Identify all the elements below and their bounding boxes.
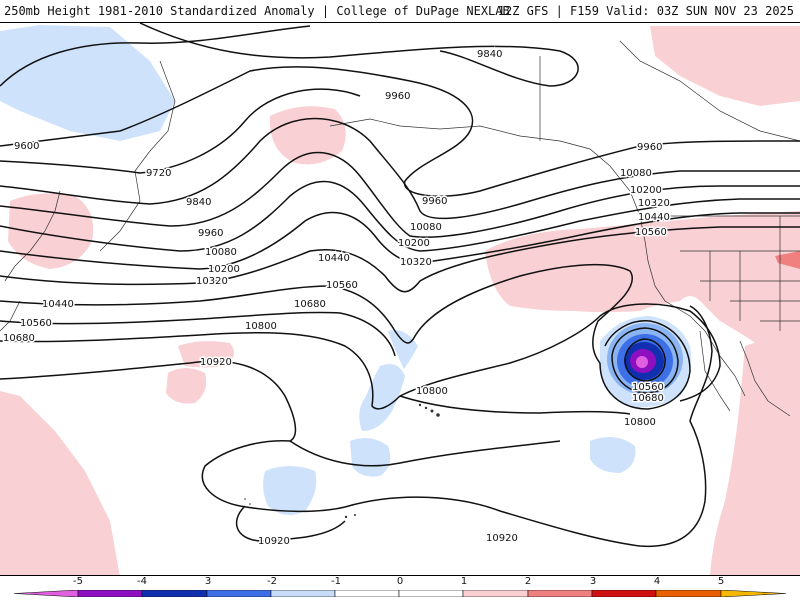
legend-tick: 2 bbox=[525, 576, 531, 587]
contour-label: 10200 bbox=[398, 238, 430, 249]
contour-label: 9960 bbox=[198, 228, 223, 239]
colorbar-segment bbox=[592, 590, 656, 597]
contour-label: 10440 bbox=[318, 253, 350, 264]
colorbar-segment bbox=[463, 590, 528, 597]
contour-label: 9960 bbox=[422, 196, 447, 207]
contour-label: 10080 bbox=[620, 168, 652, 179]
contour-label: 10560 bbox=[632, 382, 664, 393]
colorbar bbox=[14, 590, 786, 597]
contour-label: 9720 bbox=[146, 168, 171, 179]
legend-tick: -4 bbox=[137, 576, 147, 587]
contour-label: 10680 bbox=[632, 393, 664, 404]
legend-tick: -2 bbox=[267, 576, 277, 587]
anomaly-colorbar-legend: -5 -4 3 -2 -1 0 1 2 3 4 5 bbox=[0, 576, 800, 600]
contour-label: 9840 bbox=[186, 197, 211, 208]
contour-label: 9960 bbox=[637, 142, 662, 153]
contour-label: 10920 bbox=[258, 536, 290, 547]
contour-label: 10800 bbox=[416, 386, 448, 397]
colorbar-segment bbox=[335, 590, 399, 597]
legend-tick: 5 bbox=[718, 576, 724, 587]
colorbar-segment bbox=[656, 590, 721, 597]
colorbar-segment bbox=[271, 590, 335, 597]
legend-tick: -5 bbox=[73, 576, 83, 587]
colorbar-segment bbox=[399, 590, 463, 597]
contour-label: 10200 bbox=[208, 264, 240, 275]
colorbar-segment bbox=[78, 590, 142, 597]
legend-tick: -1 bbox=[331, 576, 341, 587]
colorbar-segment bbox=[528, 590, 592, 597]
contour-label: 10560 bbox=[20, 318, 52, 329]
contour-label: 10440 bbox=[42, 299, 74, 310]
contour-label: 10920 bbox=[486, 533, 518, 544]
contour-label: 10680 bbox=[294, 299, 326, 310]
contour-label: 9840 bbox=[477, 49, 502, 60]
contour-label: 10560 bbox=[326, 280, 358, 291]
contour-label: 10200 bbox=[630, 185, 662, 196]
legend-tick: 1 bbox=[461, 576, 467, 587]
contour-label: 10080 bbox=[410, 222, 442, 233]
contour-label: 10080 bbox=[205, 247, 237, 258]
legend-tick: 3 bbox=[205, 576, 211, 587]
contour-label: 10320 bbox=[400, 257, 432, 268]
legend-tick: 4 bbox=[654, 576, 660, 587]
colorbar-segment bbox=[207, 590, 271, 597]
contour-label: 10800 bbox=[245, 321, 277, 332]
legend-tick: 0 bbox=[397, 576, 403, 587]
contour-label: 10560 bbox=[635, 227, 667, 238]
weather-map: 9840 9960 9600 9720 9840 9960 10080 1020… bbox=[0, 22, 800, 576]
map-title: 250mb Height 1981-2010 Standardized Anom… bbox=[4, 4, 510, 18]
colorbar-segment bbox=[142, 590, 207, 597]
contour-label: 9600 bbox=[14, 141, 39, 152]
colorbar-segment bbox=[721, 590, 786, 597]
colorbar-segment bbox=[14, 590, 78, 597]
map-header: 250mb Height 1981-2010 Standardized Anom… bbox=[0, 0, 800, 22]
contour-label: 10800 bbox=[624, 417, 656, 428]
model-run-info: 12Z GFS | F159 Valid: 03Z SUN NOV 23 202… bbox=[498, 4, 794, 18]
contour-label: 10680 bbox=[3, 333, 35, 344]
contour-label: 10320 bbox=[638, 198, 670, 209]
contour-label: 10440 bbox=[638, 212, 670, 223]
legend-tick: 3 bbox=[590, 576, 596, 587]
contour-label: 9960 bbox=[385, 91, 410, 102]
contour-label: 10920 bbox=[200, 357, 232, 368]
contour-label: 10320 bbox=[196, 276, 228, 287]
